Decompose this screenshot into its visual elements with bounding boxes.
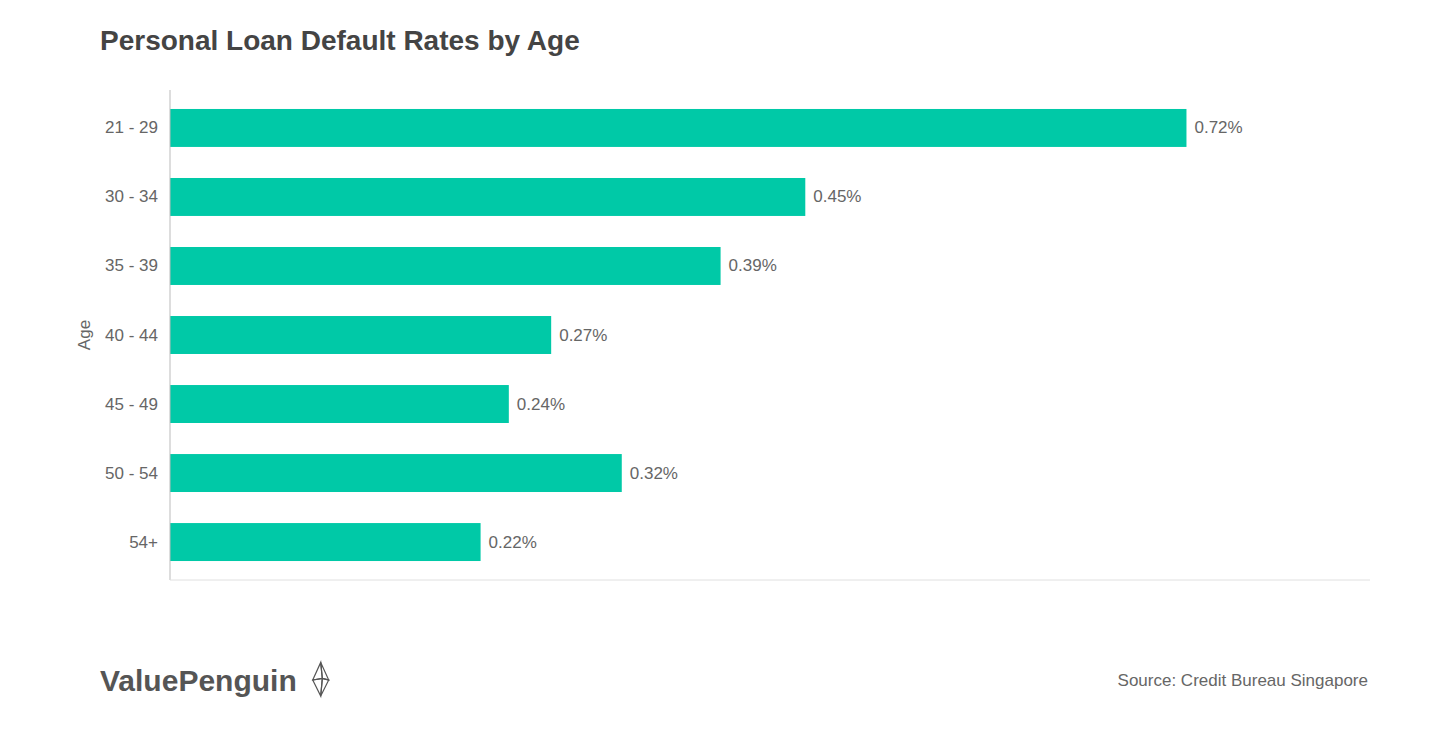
background [0, 0, 1440, 750]
source: Source: Credit Bureau Singapore [1118, 671, 1368, 690]
chart-container: Personal Loan Default Rates by Age 21 - 2… [0, 0, 1440, 750]
bar [170, 523, 481, 561]
data-label: 0.32% [630, 464, 678, 483]
y-tick-label: 21 - 29 [105, 118, 158, 137]
title: Personal Loan Default Rates by Age [100, 25, 580, 56]
bar [170, 178, 805, 216]
bar [170, 109, 1186, 147]
y-tick-label: 45 - 49 [105, 395, 158, 414]
data-label: 0.45% [813, 187, 861, 206]
data-label: 0.27% [559, 326, 607, 345]
data-label: 0.72% [1194, 118, 1242, 137]
logo-facet [321, 678, 329, 696]
y-tick-label: 35 - 39 [105, 256, 158, 275]
chart: Personal Loan Default Rates by Age 21 - 2… [0, 0, 1440, 750]
x-axis-line [170, 580, 1370, 581]
bar [170, 316, 551, 354]
data-label: 0.39% [729, 256, 777, 275]
logo-facet [321, 662, 329, 680]
data-label: 0.22% [489, 533, 537, 552]
logo [313, 662, 329, 696]
y-tick-label: 50 - 54 [105, 464, 158, 483]
y-tick-label: 30 - 34 [105, 187, 158, 206]
bar [170, 454, 622, 492]
y-tick-label: 40 - 44 [105, 326, 158, 345]
y-axis-label: Age [75, 320, 94, 350]
watermark: ValuePenguin [100, 664, 297, 697]
bars [170, 109, 1186, 561]
y-axis-line [170, 90, 171, 580]
y-tick-label: 54+ [129, 533, 158, 552]
bar [170, 385, 509, 423]
data-label: 0.24% [517, 395, 565, 414]
bar [170, 247, 721, 285]
